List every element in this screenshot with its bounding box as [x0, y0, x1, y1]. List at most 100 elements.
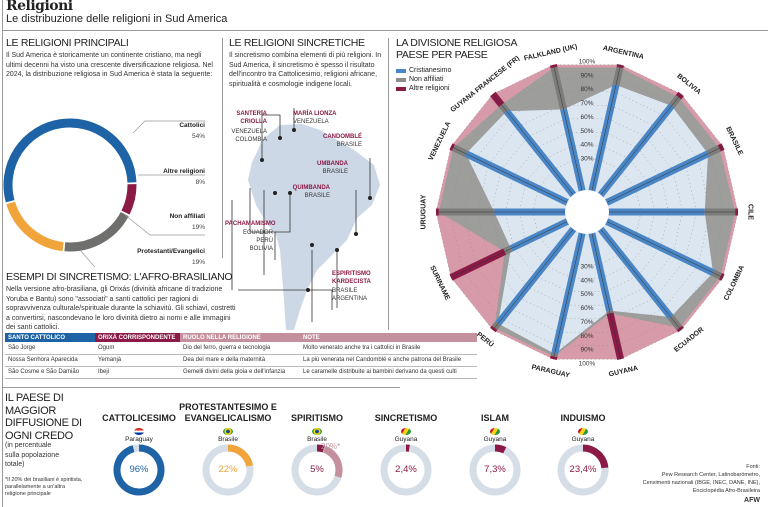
table-cell: São Cosme e São Damião: [5, 366, 95, 379]
panel-divider: [388, 38, 389, 330]
grid-ring: [491, 118, 683, 306]
table-header: RUOLO NELLA RELIGIONE: [180, 333, 300, 342]
map-label-candomble: CANDOMBLÉ: [323, 134, 362, 140]
table-row: São Cosme e São Damião Ibeji Gemelli divin…: [5, 366, 477, 379]
flag-icon: [578, 428, 588, 435]
belief-value: 7,3%: [484, 464, 506, 475]
belief-country: Guyana: [394, 436, 418, 443]
grid-ring: [449, 78, 725, 346]
country-label: BRASILE: [724, 126, 744, 157]
tick-label: 60%: [580, 305, 593, 312]
tick-label: 60%: [580, 114, 593, 121]
map-label-santeria: SANTERIA CRIOLLA: [236, 111, 267, 125]
section-divider: [2, 387, 400, 388]
belief-country: Brasile: [307, 436, 327, 443]
donut-value-arc: [582, 444, 609, 469]
map-countries-candomble: BRASILE: [336, 142, 362, 148]
donut-label: Non affiliati: [169, 213, 205, 220]
donut-value-arc: [494, 444, 507, 454]
radar-bar: [594, 221, 682, 331]
tick-label: 50%: [580, 291, 593, 298]
radar-bar: [598, 217, 724, 278]
donut-slice: [121, 184, 137, 215]
table-cell: Yemanjá: [95, 354, 180, 367]
sincretismo-table: SANTO CATTOLICO ORIXÁ CORRISPONDENTE RUOLO…: [5, 333, 477, 379]
donut-label: Protestanti/Evangelici: [137, 248, 205, 255]
country-label: PERÙ: [475, 330, 496, 349]
flag-icon: [490, 428, 500, 435]
table-row: Nossa Senhora Aparecida Yemanjá Dea del ma…: [5, 354, 477, 367]
tick-label: 90%: [580, 72, 593, 79]
radar-bar: [594, 93, 682, 203]
tick-label: 40%: [580, 142, 593, 149]
table-cell: Ibeji: [95, 366, 180, 379]
table-cell: Dea del mare e della maternità: [180, 354, 300, 367]
table-cell: Nossa Senhora Aparecida: [5, 354, 95, 367]
donut-label: Cattolici: [179, 122, 205, 129]
esempi-text: Nella versione afro-brasiliana, gli Orix…: [6, 286, 236, 331]
donut-value: 19%: [191, 259, 205, 266]
belief-country: Guyana: [483, 436, 507, 443]
radar-bar: [589, 64, 621, 200]
maggior-note: *Il 20% dei brasiliani è spiritista, par…: [5, 477, 83, 497]
belief-title: INDUISMO: [560, 413, 606, 423]
sources: Fonti: Pew Research Center, Latinobaróme…: [643, 463, 760, 505]
country-label: PARAGUAY: [531, 364, 571, 380]
belief-donut: [291, 444, 343, 496]
flag-icon: [134, 428, 144, 435]
donut-value-arc: [113, 444, 165, 496]
radar-center: [565, 190, 609, 234]
principali-text: Il Sud America è storicamente un contine…: [6, 52, 213, 78]
belief-donut: [113, 444, 165, 496]
country-label: GUYANA: [608, 365, 639, 378]
belief-donut: [202, 444, 254, 496]
esempi-title: ESEMPI DI SINCRETISMO: L'AFRO-BRASILIANO: [6, 271, 233, 283]
country-label: URUGUAY: [420, 194, 427, 229]
table-header: NOTE: [300, 333, 477, 342]
flag-icon: [312, 428, 322, 435]
belief-value: 23,4%: [569, 464, 597, 475]
table-header: SANTO CATTOLICO: [5, 333, 95, 342]
south-america-map: [231, 108, 380, 330]
table-cell: La più venerata nel Candomblé e anche pa…: [300, 354, 477, 367]
donut-label: Altre religioni: [163, 168, 205, 175]
radar-chart: ARGENTINABOLIVIABRASILECILECOLOMBIAECUAD…: [420, 43, 753, 380]
maggior-title: IL PAESE DI MAGGIOR DIFFUSIONE DI OGNI C…: [5, 392, 82, 442]
map-label-quimbanda: QUIMBANDA: [292, 185, 330, 191]
belief-extra-value: 20%*: [321, 442, 341, 451]
belief-country: Guyana: [571, 436, 595, 443]
legend-label: Non affiliati: [409, 76, 444, 83]
tick-label: 100%: [579, 59, 596, 66]
tick-label: 80%: [580, 86, 593, 93]
radar-legend: Cristianesimo Non affiliati Altre religi…: [396, 66, 451, 93]
donut-extra-arc: [323, 446, 343, 478]
page-title: Religioni: [6, 0, 73, 14]
donut-slice: [3, 118, 137, 203]
tick-label: 30%: [580, 263, 593, 270]
radar-bar: [450, 146, 576, 207]
belief-country: Brasile: [218, 436, 238, 443]
table-cell: Molto venerato anche tra i cattolici in …: [300, 342, 477, 355]
grid-ring: [505, 132, 669, 292]
map-countries-pachamamismo: ECUADOR PERÙ BOLIVIA: [242, 230, 273, 252]
table-cell: Gemelli divini della gioia e dell'infanz…: [180, 366, 300, 379]
tick-label: 100%: [579, 361, 596, 368]
map-countries-umbanda: BRASILE: [322, 169, 348, 175]
country-label: COLOMBIA: [723, 264, 746, 301]
tick-label: 40%: [580, 277, 593, 284]
belief-value: 96%: [129, 464, 149, 475]
source-line: Fonti:: [746, 464, 760, 470]
country-label: FALKLAND (UK): [523, 43, 578, 62]
source-line: Enciclopédia Afro-Brasileira: [692, 488, 760, 494]
donut-value-arc: [227, 444, 254, 467]
belief-title: SPIRITISMO: [290, 413, 343, 423]
sincretiche-text: Il sincretismo combina elementi di più r…: [229, 52, 382, 88]
belief-value: 22%: [218, 464, 238, 475]
belief-value: 2,4%: [395, 464, 417, 475]
map-countries-quimbanda: BRASILE: [304, 193, 330, 199]
radar-title: LA DIVISIONE RELIGIOSA PAESE PER PAESE: [396, 37, 517, 61]
source-line: Censimenti nazionali (IBGE, INEC, DANE, …: [642, 480, 760, 486]
source-line: Pew Research Center, Latinobarómetro,: [661, 472, 760, 478]
country-label: VENEZUELA: [428, 121, 453, 162]
radar-bar: [553, 64, 585, 200]
